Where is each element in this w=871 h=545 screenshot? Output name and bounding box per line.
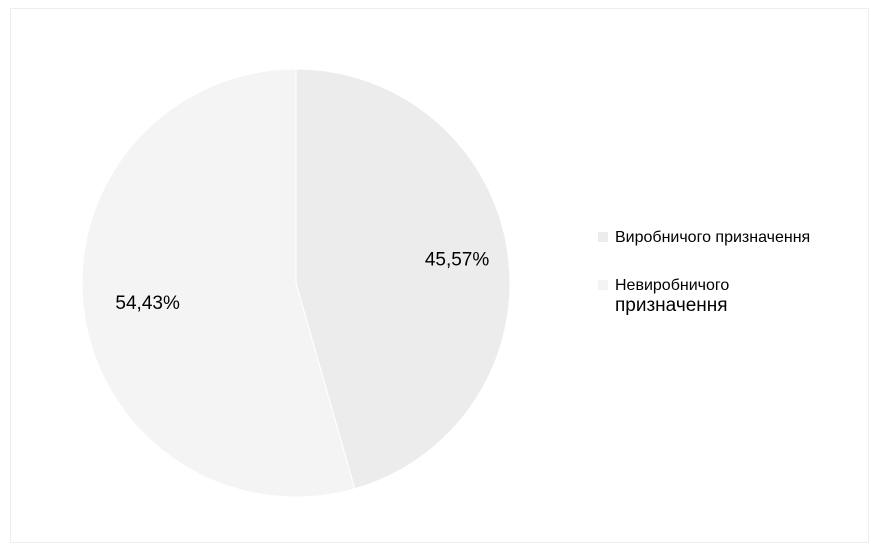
legend-label-nonproduction-line1: Невиробничого	[615, 277, 730, 294]
legend-label-nonproduction: Невиробничого призначення	[615, 276, 729, 317]
legend-item-production: Виробничого призначення	[598, 228, 868, 248]
legend-item-nonproduction: Невиробничого призначення	[598, 276, 868, 317]
data-label-production: 45,57%	[425, 249, 490, 270]
legend-label-nonproduction-line2: призначення	[615, 295, 728, 316]
legend-swatch-nonproduction	[598, 280, 608, 290]
pie-slice-nonproduction	[81, 68, 356, 498]
legend: Виробничого призначення Невиробничого пр…	[598, 228, 868, 345]
data-label-nonproduction: 54,43%	[115, 293, 180, 314]
pie-slice-production	[295, 68, 511, 490]
legend-swatch-production	[598, 232, 608, 242]
legend-label-production: Виробничого призначення	[615, 229, 811, 246]
